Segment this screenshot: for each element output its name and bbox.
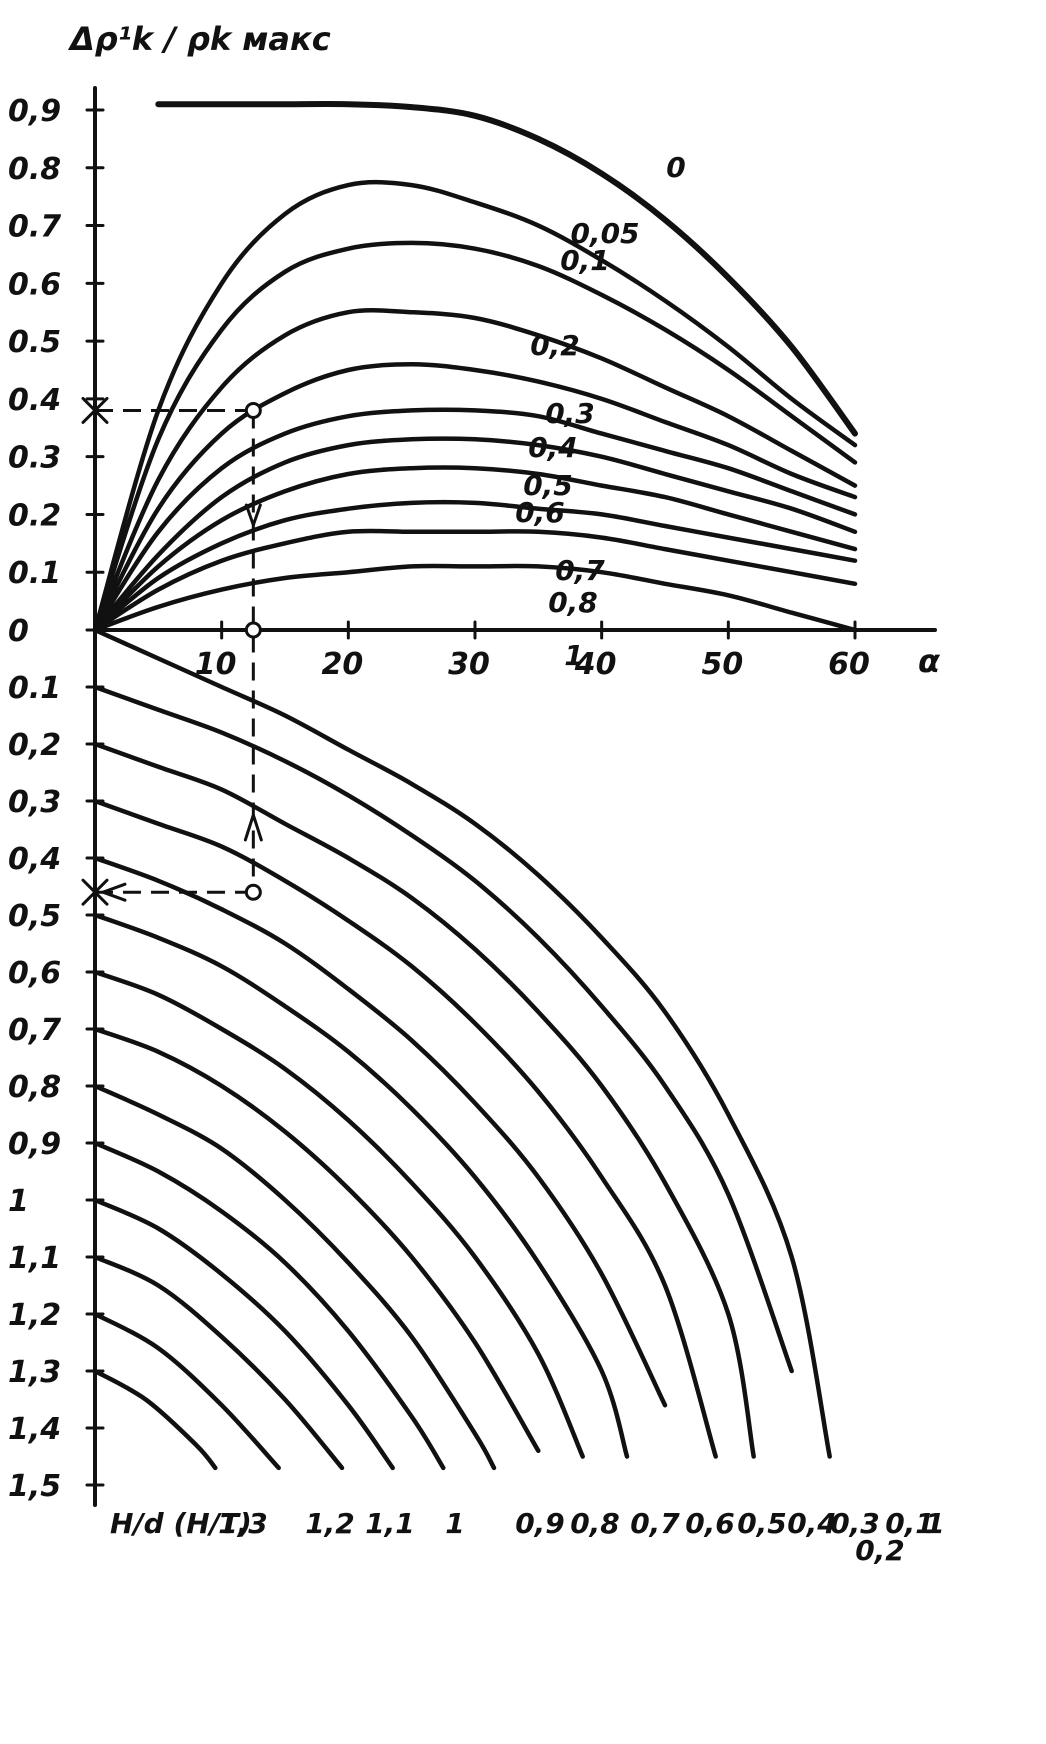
y-tick-label-bottom: 0,6 <box>8 956 61 991</box>
y-tick-label-bottom: 1 <box>8 1184 29 1219</box>
y-tick-label-top: 0.7 <box>8 210 61 245</box>
y-tick-label-top: 0.1 <box>8 556 61 591</box>
y-tick-label-top: 0.5 <box>8 325 61 360</box>
bottom-curve-1_2 <box>92 1311 281 1471</box>
y-tick-label-bottom: 1,3 <box>8 1355 61 1390</box>
y-tick-label-bottom: 1,4 <box>8 1412 61 1447</box>
y-tick-label-top: 0 <box>8 614 29 649</box>
bottom-curve-1 <box>92 627 832 1459</box>
bottom-curve-0_6 <box>92 969 585 1459</box>
y-tick-label-top: 0,9 <box>8 94 61 129</box>
top-curve-0_3 <box>92 361 858 633</box>
top-curve-label: 1 <box>564 639 583 672</box>
bottom-curve-1_3 <box>92 1368 218 1471</box>
x-axis-title: α <box>918 642 941 680</box>
bottom-curve-0_3 <box>92 798 718 1459</box>
bottom-curve-1 <box>92 1197 395 1471</box>
guide-point-axis <box>244 621 262 639</box>
axes <box>85 86 937 1507</box>
guide-arrow-up <box>243 813 263 842</box>
top-curve-0_1 <box>92 240 858 633</box>
y-tick-label-bottom: 0,3 <box>8 785 61 820</box>
example-guide-lines <box>81 396 263 906</box>
guide-arrow-down <box>244 503 262 527</box>
top-curve-0_5 <box>92 436 858 633</box>
y-tick-label-top: 0.8 <box>8 152 61 187</box>
bottom-curve-label: 1 <box>445 1507 464 1540</box>
y-axis-title: Δρ¹k / ρk макс <box>67 20 331 58</box>
bottom-curve-label: 0,4 <box>787 1507 837 1540</box>
top-curve-1 <box>92 563 858 633</box>
y-tick-label-bottom: 0,5 <box>8 899 61 934</box>
x-tick-label: 60 <box>828 647 870 682</box>
top-curve-0_8 <box>92 528 858 633</box>
y-tick-label-bottom: 0,8 <box>8 1070 61 1105</box>
top-curve-label: 0,4 <box>528 431 578 464</box>
bottom-curve-label: 0,9 <box>515 1507 565 1540</box>
x-tick-label: 40 <box>574 647 617 682</box>
bottom-curve-label: 0,3 <box>830 1507 880 1540</box>
y-tick-label-top: 0.2 <box>8 498 61 533</box>
y-tick-label-top: 0.6 <box>8 267 61 302</box>
bottom-curve-0_5 <box>92 912 630 1459</box>
bottom-curve-label: 0,6 <box>685 1507 735 1540</box>
bottom-curve-label: 0,5 <box>737 1507 787 1540</box>
top-curve-label: 0,8 <box>548 586 598 619</box>
y-tick-label-bottom: 0.1 <box>8 671 61 706</box>
top-curve-label: 0,6 <box>515 496 565 529</box>
bottom-curve-label: 0,1 <box>885 1507 935 1540</box>
y-tick-label-bottom: 1,2 <box>8 1298 61 1333</box>
bottom-curve-label: 0,8 <box>570 1507 620 1540</box>
y-tick-label-bottom: 1,5 <box>8 1469 61 1504</box>
top-curve-label: 0,7 <box>555 554 605 587</box>
bottom-chart-curves <box>92 627 832 1471</box>
x-tick-label: 30 <box>448 647 490 682</box>
guide-axis-marker <box>81 396 109 424</box>
y-tick-label-bottom: 0,4 <box>8 842 61 877</box>
x-tick-label: 50 <box>701 647 743 682</box>
x-tick-label: 20 <box>321 647 363 682</box>
bottom-curve-0_2 <box>92 741 756 1459</box>
x-tick-label: 10 <box>195 647 237 682</box>
bottom-curve-0_4 <box>92 855 668 1408</box>
bottom-curve-1_1 <box>92 1254 345 1471</box>
top-curve-0_6 <box>92 465 858 633</box>
bottom-curve-label: 1 <box>925 1507 944 1540</box>
top-curve-0_05 <box>92 179 858 633</box>
guide-point-bottom <box>244 883 262 901</box>
hd-label: H/d (H/T) <box>110 1507 252 1540</box>
bottom-curve-0_1 <box>92 684 794 1374</box>
bottom-curve-label: 0,2 <box>855 1534 905 1567</box>
top-curve-0 <box>155 100 858 437</box>
y-tick-label-bottom: 0,7 <box>8 1013 61 1048</box>
guide-axis-marker <box>81 878 109 906</box>
y-tick-label-bottom: 0,2 <box>8 728 61 763</box>
top-curve-label: 0,05 <box>570 217 639 250</box>
top-curve-label: 0,3 <box>545 397 595 430</box>
bottom-curve-0_9 <box>92 1140 446 1471</box>
bottom-curve-0_7 <box>92 1026 541 1454</box>
bottom-curve-label: 1,1 <box>365 1507 415 1540</box>
y-tick-label-top: 0.3 <box>8 441 61 476</box>
top-chart-curves <box>92 100 858 633</box>
top-curve-0_2 <box>92 308 858 633</box>
bottom-curve-0_8 <box>92 1083 497 1471</box>
y-tick-label-top: 0.4 <box>8 383 61 418</box>
top-curve-label: 0,2 <box>530 329 580 362</box>
top-curve-label: 0 <box>666 151 685 184</box>
top-curve-0_4 <box>92 407 858 633</box>
guide-point-top <box>244 401 262 419</box>
bottom-curve-label: 1,3 <box>218 1507 268 1540</box>
y-tick-label-bottom: 1,1 <box>8 1241 61 1276</box>
guide-arrow-left <box>101 882 127 902</box>
chart-labels: Δρ¹k / ρk макс α 0 0.1 0.2 0.3 0.4 0.5 0.6 0.7 0.8… <box>8 20 945 1567</box>
bottom-curve-label: 0,7 <box>630 1507 680 1540</box>
top-curve-0_7 <box>92 499 858 633</box>
y-tick-label-bottom: 0,9 <box>8 1127 61 1162</box>
top-curve-label: 0,5 <box>523 469 573 502</box>
top-curve-label: 0,1 <box>560 244 610 277</box>
bottom-curve-label: 1,2 <box>305 1507 355 1540</box>
